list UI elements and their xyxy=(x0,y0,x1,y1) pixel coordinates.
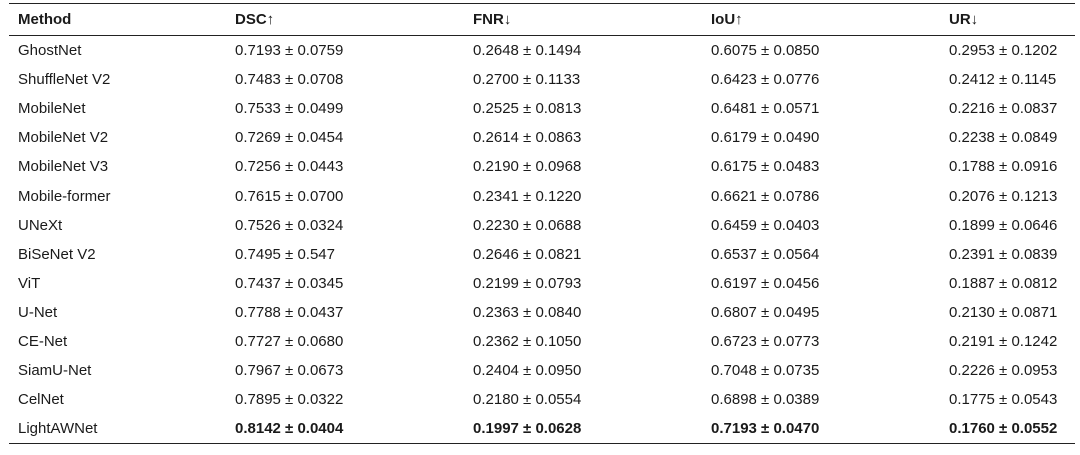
dsc-cell: 0.7788 ± 0.0437 xyxy=(235,303,344,321)
table-row: ShuffleNet V2 0.7483 ± 0.0708 0.2700 ± 0.1… xyxy=(9,65,1075,94)
method-cell: UNeXt xyxy=(18,216,63,234)
ur-cell: 0.2238 ± 0.0849 xyxy=(949,129,1058,147)
iou-cell: 0.6481 ± 0.0571 xyxy=(711,100,820,118)
dsc-cell: 0.7495 ± 0.547 xyxy=(235,245,335,263)
ur-cell: 0.1760 ± 0.0552 xyxy=(949,420,1058,438)
dsc-cell: 0.7193 ± 0.0759 xyxy=(235,42,344,60)
table-row: Mobile-former 0.7615 ± 0.0700 0.2341 ± 0.1… xyxy=(9,181,1075,210)
fnr-cell: 0.2614 ± 0.0863 xyxy=(473,129,582,147)
table-row: CE-Net 0.7727 ± 0.0680 0.2362 ± 0.1050 0.67… xyxy=(9,327,1075,356)
header-row: Method DSC↑ FNR↓ IoU↑ UR↓ xyxy=(9,3,1075,36)
ur-cell: 0.1899 ± 0.0646 xyxy=(949,216,1058,234)
iou-cell: 0.6075 ± 0.0850 xyxy=(711,42,820,60)
fnr-cell: 0.2199 ± 0.0793 xyxy=(473,274,582,292)
header-dsc: DSC↑ xyxy=(235,11,275,28)
ur-cell: 0.1887 ± 0.0812 xyxy=(949,274,1058,292)
ur-cell: 0.2391 ± 0.0839 xyxy=(949,245,1058,263)
fnr-cell: 0.2700 ± 0.1133 xyxy=(473,71,581,89)
iou-cell: 0.6197 ± 0.0456 xyxy=(711,274,820,292)
table-row: SiamU-Net 0.7967 ± 0.0673 0.2404 ± 0.0950 0… xyxy=(9,356,1075,385)
ur-cell: 0.2412 ± 0.1145 xyxy=(949,71,1057,89)
results-table: Method DSC↑ FNR↓ IoU↑ UR↓ GhostNet 0.7193… xyxy=(9,3,1075,444)
fnr-cell: 0.2363 ± 0.0840 xyxy=(473,303,582,321)
dsc-cell: 0.7483 ± 0.0708 xyxy=(235,71,344,89)
dsc-cell: 0.7256 ± 0.0443 xyxy=(235,158,344,176)
method-cell: MobileNet V3 xyxy=(18,158,109,176)
fnr-cell: 0.2362 ± 0.1050 xyxy=(473,332,582,350)
ur-cell: 0.2953 ± 0.1202 xyxy=(949,42,1058,60)
table-row: ViT 0.7437 ± 0.0345 0.2199 ± 0.0793 0.6197 … xyxy=(9,269,1075,298)
ur-cell: 0.2191 ± 0.1242 xyxy=(949,332,1058,350)
table-row: MobileNet V3 0.7256 ± 0.0443 0.2190 ± 0.09… xyxy=(9,152,1075,181)
iou-cell: 0.7048 ± 0.0735 xyxy=(711,362,820,380)
ur-cell: 0.2130 ± 0.0871 xyxy=(949,303,1058,321)
dsc-cell: 0.7895 ± 0.0322 xyxy=(235,391,344,409)
iou-cell: 0.6898 ± 0.0389 xyxy=(711,391,820,409)
dsc-cell: 0.7269 ± 0.0454 xyxy=(235,129,344,147)
method-cell: U-Net xyxy=(18,303,58,321)
method-cell: BiSeNet V2 xyxy=(18,245,96,263)
table-row: CelNet 0.7895 ± 0.0322 0.2180 ± 0.0554 0.68… xyxy=(9,385,1075,414)
header-fnr: FNR↓ xyxy=(473,11,512,28)
table-row: GhostNet 0.7193 ± 0.0759 0.2648 ± 0.1494 0.… xyxy=(9,36,1075,66)
table-row: UNeXt 0.7526 ± 0.0324 0.2230 ± 0.0688 0.645… xyxy=(9,211,1075,240)
method-cell: CelNet xyxy=(18,391,64,409)
method-cell: LightAWNet xyxy=(18,420,98,438)
table-header: Method DSC↑ FNR↓ IoU↑ UR↓ xyxy=(9,3,1075,36)
dsc-cell: 0.7437 ± 0.0345 xyxy=(235,274,344,292)
iou-cell: 0.6179 ± 0.0490 xyxy=(711,129,820,147)
method-cell: GhostNet xyxy=(18,42,82,60)
ur-cell: 0.2226 ± 0.0953 xyxy=(949,362,1058,380)
iou-cell: 0.6459 ± 0.0403 xyxy=(711,216,820,234)
table-body: GhostNet 0.7193 ± 0.0759 0.2648 ± 0.1494 0.… xyxy=(9,36,1075,444)
fnr-cell: 0.2404 ± 0.0950 xyxy=(473,362,582,380)
iou-cell: 0.6423 ± 0.0776 xyxy=(711,71,820,89)
dsc-cell: 0.8142 ± 0.0404 xyxy=(235,420,344,438)
method-cell: CE-Net xyxy=(18,332,68,350)
fnr-cell: 0.2230 ± 0.0688 xyxy=(473,216,582,234)
iou-cell: 0.6537 ± 0.0564 xyxy=(711,245,820,263)
fnr-cell: 0.1997 ± 0.0628 xyxy=(473,420,582,438)
ur-cell: 0.2076 ± 0.1213 xyxy=(949,187,1058,205)
table-row: LightAWNet 0.8142 ± 0.0404 0.1997 ± 0.0628… xyxy=(9,414,1075,444)
header-method: Method xyxy=(18,11,72,28)
iou-cell: 0.6807 ± 0.0495 xyxy=(711,303,820,321)
dsc-cell: 0.7727 ± 0.0680 xyxy=(235,332,344,350)
results-table-container: Method DSC↑ FNR↓ IoU↑ UR↓ GhostNet 0.7193… xyxy=(9,3,1075,444)
method-cell: ShuffleNet V2 xyxy=(18,71,111,89)
ur-cell: 0.2216 ± 0.0837 xyxy=(949,100,1058,118)
dsc-cell: 0.7533 ± 0.0499 xyxy=(235,100,344,118)
fnr-cell: 0.2525 ± 0.0813 xyxy=(473,100,582,118)
dsc-cell: 0.7615 ± 0.0700 xyxy=(235,187,344,205)
fnr-cell: 0.2648 ± 0.1494 xyxy=(473,42,582,60)
method-cell: ViT xyxy=(18,274,41,292)
iou-cell: 0.6175 ± 0.0483 xyxy=(711,158,820,176)
header-iou: IoU↑ xyxy=(711,11,743,28)
method-cell: MobileNet V2 xyxy=(18,129,109,147)
iou-cell: 0.7193 ± 0.0470 xyxy=(711,420,820,438)
table-row: BiSeNet V2 0.7495 ± 0.547 0.2646 ± 0.0821 0… xyxy=(9,240,1075,269)
table-row: U-Net 0.7788 ± 0.0437 0.2363 ± 0.0840 0.680… xyxy=(9,298,1075,327)
iou-cell: 0.6621 ± 0.0786 xyxy=(711,187,820,205)
method-cell: MobileNet xyxy=(18,100,86,118)
iou-cell: 0.6723 ± 0.0773 xyxy=(711,332,820,350)
fnr-cell: 0.2190 ± 0.0968 xyxy=(473,158,582,176)
dsc-cell: 0.7967 ± 0.0673 xyxy=(235,362,344,380)
table-row: MobileNet V2 0.7269 ± 0.0454 0.2614 ± 0.08… xyxy=(9,123,1075,152)
dsc-cell: 0.7526 ± 0.0324 xyxy=(235,216,344,234)
table-row: MobileNet 0.7533 ± 0.0499 0.2525 ± 0.0813 0… xyxy=(9,94,1075,123)
method-cell: Mobile-former xyxy=(18,187,111,205)
fnr-cell: 0.2180 ± 0.0554 xyxy=(473,391,582,409)
method-cell: SiamU-Net xyxy=(18,362,92,380)
ur-cell: 0.1788 ± 0.0916 xyxy=(949,158,1058,176)
ur-cell: 0.1775 ± 0.0543 xyxy=(949,391,1058,409)
fnr-cell: 0.2341 ± 0.1220 xyxy=(473,187,582,205)
fnr-cell: 0.2646 ± 0.0821 xyxy=(473,245,582,263)
header-ur: UR↓ xyxy=(949,11,979,28)
